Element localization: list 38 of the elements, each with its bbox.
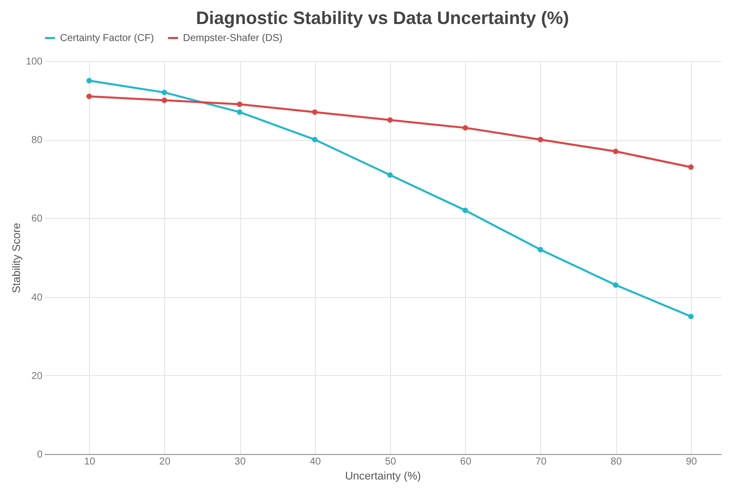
point	[162, 98, 168, 104]
point	[538, 136, 544, 142]
y-tick-label: 80	[31, 135, 43, 146]
x-axis-title: Uncertainty (%)	[345, 470, 421, 482]
y-tick-label: 60	[31, 214, 43, 225]
point	[538, 246, 544, 252]
point	[236, 109, 242, 115]
point	[312, 136, 318, 142]
y-tick-label: 20	[31, 370, 43, 382]
point	[462, 125, 468, 131]
point	[462, 208, 468, 214]
y-tick-label: 0	[36, 450, 43, 460]
point	[688, 164, 694, 170]
point	[612, 282, 618, 288]
point	[387, 117, 393, 123]
y-tick-label: 100	[26, 56, 43, 68]
chart-title: Diagnostic Stability vs Data Uncertainty (%)	[196, 8, 570, 28]
x-tick-label: 20	[159, 456, 171, 468]
x-tick-label: 50	[384, 456, 397, 468]
point	[236, 101, 242, 107]
x-tick-label: 10	[84, 456, 96, 468]
x-tick-label: 90	[686, 456, 698, 468]
y-tick-label: 40	[31, 292, 43, 304]
x-tick-label: 70	[535, 456, 547, 468]
y-axis-title: Stability Score	[10, 222, 23, 294]
point	[688, 314, 694, 320]
point	[612, 148, 618, 154]
point	[86, 78, 92, 84]
point	[387, 172, 393, 178]
legend-label: Dempster-Shafer (DS)	[183, 33, 282, 44]
x-tick-label: 60	[460, 456, 472, 468]
x-tick-label: 80	[610, 456, 622, 468]
legend-label: Certainty Factor (CF)	[60, 33, 154, 44]
point	[86, 94, 92, 100]
x-tick-label: 40	[310, 456, 322, 468]
point	[312, 109, 318, 115]
point	[162, 90, 168, 96]
x-tick-label: 30	[234, 456, 246, 468]
